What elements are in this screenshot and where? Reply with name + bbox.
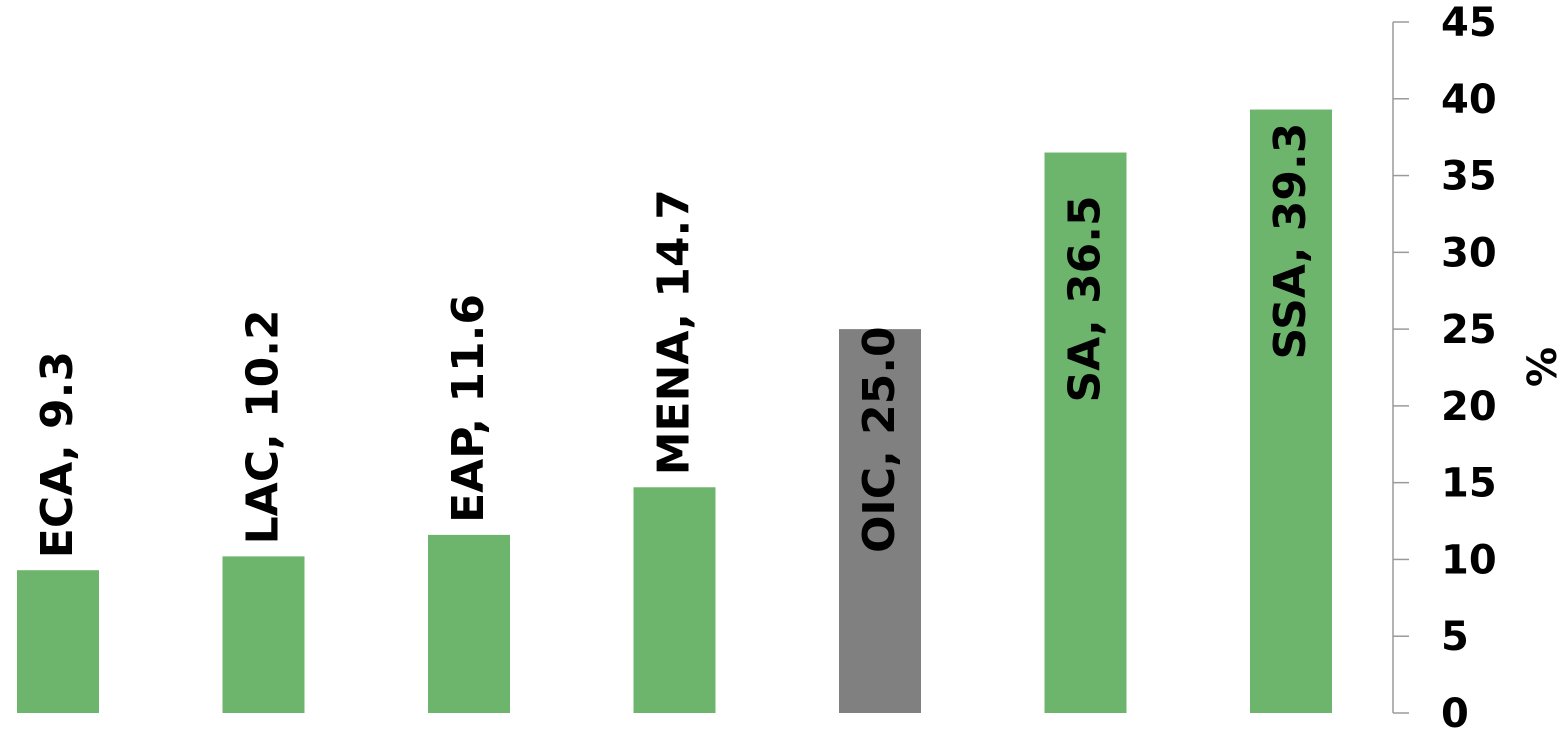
data-label-mena: MENA, 14.7 bbox=[649, 189, 700, 475]
bar-mena bbox=[633, 487, 716, 713]
y-tick-label: 20 bbox=[1441, 384, 1497, 430]
data-label-eca: ECA, 9.3 bbox=[32, 351, 83, 558]
y-tick-label: 40 bbox=[1441, 77, 1497, 123]
bar-lac bbox=[222, 556, 305, 713]
data-label-eap: EAP, 11.6 bbox=[443, 294, 494, 523]
bar-eap bbox=[428, 534, 510, 713]
y-tick-label: 45 bbox=[1441, 0, 1497, 46]
y-axis: 0 5 10 15 20 25 30 35 40 45% bbox=[1392, 0, 1561, 732]
y-axis-title: % bbox=[1520, 347, 1561, 387]
bar-sa bbox=[1044, 152, 1127, 713]
data-label-lac: LAC, 10.2 bbox=[238, 309, 289, 544]
y-tick-label: 25 bbox=[1441, 307, 1497, 353]
y-tick-label: 30 bbox=[1441, 230, 1497, 276]
y-tick-label: 5 bbox=[1441, 614, 1469, 660]
y-tick-label: 0 bbox=[1441, 691, 1469, 732]
y-tick-label: 15 bbox=[1441, 461, 1497, 507]
data-label-sa: SA, 36.5 bbox=[1060, 195, 1111, 402]
bar-ssa bbox=[1250, 109, 1332, 713]
data-label-ssa: SSA, 39.3 bbox=[1265, 123, 1316, 360]
bars-group bbox=[17, 109, 1332, 713]
y-tick-label: 35 bbox=[1441, 154, 1497, 200]
data-labels-group: ECA, 9.3 LAC, 10.2 EAP, 11.6 MENA, 14.7 OIC,… bbox=[32, 123, 1316, 559]
data-label-oic: OIC, 25.0 bbox=[854, 326, 905, 553]
bar-eca bbox=[17, 570, 99, 713]
y-tick-label: 10 bbox=[1441, 537, 1497, 583]
bar-oic bbox=[839, 329, 921, 713]
